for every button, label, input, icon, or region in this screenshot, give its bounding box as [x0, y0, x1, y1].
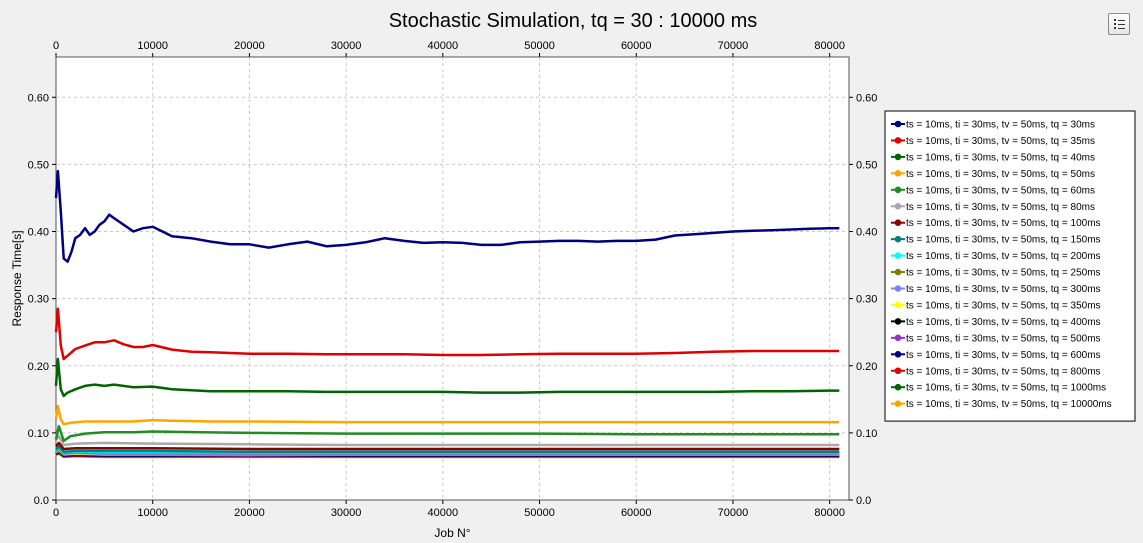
- x-top-tick-label: 20000: [234, 40, 265, 52]
- legend-entry: ts = 10ms, ti = 30ms, tv = 50ms, tq = 20…: [906, 251, 1101, 262]
- legend-swatch-marker: [894, 285, 902, 292]
- legend-entry: ts = 10ms, ti = 30ms, tv = 50ms, tq = 40…: [906, 317, 1101, 328]
- legend-entry: ts = 10ms, ti = 30ms, tv = 50ms, tq = 15…: [906, 235, 1101, 246]
- legend-entry: ts = 10ms, ti = 30ms, tv = 50ms, tq = 60…: [906, 350, 1101, 361]
- legend-swatch-marker: [894, 219, 902, 226]
- x-top-tick-label: 0: [53, 40, 59, 52]
- series-line: [54, 169, 840, 263]
- legend-entry: ts = 10ms, ti = 30ms, tv = 50ms, tq = 10…: [906, 383, 1106, 394]
- legend-swatch-marker: [894, 367, 902, 375]
- y-right-tick-label: 0.40: [856, 227, 877, 239]
- x-tick-label: 0: [53, 507, 59, 519]
- x-axis-label: Job N°: [434, 526, 470, 540]
- x-top-tick-label: 50000: [524, 40, 555, 52]
- legend-swatch-marker: [894, 383, 902, 391]
- legend-entry: ts = 10ms, ti = 30ms, tv = 50ms, tq = 80…: [906, 202, 1095, 213]
- series-line: [55, 434, 840, 447]
- legend-swatch-marker: [894, 268, 902, 276]
- legend-box: [884, 110, 1136, 422]
- series-line: [55, 445, 840, 453]
- x-top-tick-label: 80000: [814, 40, 845, 52]
- series-line: [54, 424, 840, 443]
- y-tick-label: 0.50: [28, 159, 49, 171]
- legend-entry: ts = 10ms, ti = 30ms, tv = 50ms, tq = 30…: [906, 284, 1101, 295]
- y-tick-label: 0.60: [28, 92, 49, 104]
- series-line: [55, 441, 840, 451]
- legend-swatch-marker: [894, 351, 902, 358]
- x-top-tick-label: 10000: [137, 40, 168, 52]
- grid: [56, 57, 849, 500]
- chart-title: Stochastic Simulation, tq = 30 : 10000 m…: [389, 10, 758, 32]
- y-right-tick-label: 0.0: [856, 495, 871, 507]
- x-top-tick-label: 60000: [621, 40, 652, 52]
- legend-swatch-marker: [894, 400, 902, 407]
- legend-swatch-marker: [894, 170, 902, 177]
- legend-swatch-marker: [894, 334, 902, 342]
- series-line: [54, 307, 840, 361]
- y-right-tick-label: 0.60: [856, 92, 877, 104]
- y-right-tick-label: 0.20: [856, 361, 877, 373]
- legend-entry: ts = 10ms, ti = 30ms, tv = 50ms, tq = 60…: [906, 185, 1095, 196]
- legend-entry: ts = 10ms, ti = 30ms, tv = 50ms, tq = 35…: [906, 300, 1101, 311]
- legend-entry: ts = 10ms, ti = 30ms, tv = 50ms, tq = 10…: [906, 218, 1101, 229]
- legend-swatch-marker: [894, 137, 902, 144]
- x-top-tick-label: 70000: [718, 40, 749, 52]
- legend-entry: ts = 10ms, ti = 30ms, tv = 50ms, tq = 35…: [906, 136, 1095, 147]
- y-right-tick-label: 0.10: [856, 428, 877, 440]
- y-right-tick-label: 0.30: [856, 294, 877, 306]
- x-tick-label: 30000: [331, 507, 362, 519]
- legend-swatch-marker: [894, 202, 902, 210]
- plot-area: [55, 56, 850, 501]
- legend-swatch-marker: [894, 301, 902, 309]
- y-tick-label: 0.30: [28, 294, 49, 306]
- x-tick-label: 70000: [718, 507, 749, 519]
- legend-entry: ts = 10ms, ti = 30ms, tv = 50ms, tq = 10…: [906, 399, 1112, 410]
- x-tick-label: 60000: [621, 507, 652, 519]
- legend-entry: ts = 10ms, ti = 30ms, tv = 50ms, tq = 40…: [906, 152, 1095, 163]
- y-tick-label: 0.0: [34, 495, 49, 507]
- x-tick-label: 10000: [137, 507, 168, 519]
- legend-entry: ts = 10ms, ti = 30ms, tv = 50ms, tq = 30…: [906, 120, 1095, 131]
- x-tick-label: 80000: [814, 507, 845, 519]
- legend-entry: ts = 10ms, ti = 30ms, tv = 50ms, tq = 50…: [906, 169, 1095, 180]
- legend-entry: ts = 10ms, ti = 30ms, tv = 50ms, tq = 80…: [906, 366, 1101, 377]
- y-tick-label: 0.20: [28, 361, 49, 373]
- legend-swatch-marker: [894, 153, 902, 161]
- y-right-tick-label: 0.50: [856, 159, 877, 171]
- legend-swatch-marker: [894, 318, 902, 325]
- legend-entry: ts = 10ms, ti = 30ms, tv = 50ms, tq = 50…: [906, 333, 1101, 344]
- series-line: [54, 357, 840, 398]
- legend-entry: ts = 10ms, ti = 30ms, tv = 50ms, tq = 25…: [906, 268, 1101, 279]
- y-tick-label: 0.10: [28, 428, 49, 440]
- x-tick-label: 50000: [524, 507, 555, 519]
- legend-swatch-marker: [894, 120, 902, 128]
- x-top-tick-label: 30000: [331, 40, 362, 52]
- axes: 0 0 10000 10000 20000 20000 30000 30000 40000 400…: [28, 40, 878, 519]
- series-line: [54, 404, 840, 426]
- list-menu-icon[interactable]: [1108, 13, 1130, 35]
- legend: ts = 10ms, ti = 30ms, tv = 50ms, tq = 30…: [884, 110, 1136, 422]
- legend-swatch-marker: [894, 252, 902, 259]
- series-lines: [54, 169, 840, 459]
- x-tick-label: 40000: [428, 507, 459, 519]
- legend-swatch-marker: [894, 186, 902, 194]
- y-axis-label: Response Time[s]: [10, 230, 24, 326]
- legend-swatch-marker: [894, 235, 902, 243]
- x-top-tick-label: 40000: [428, 40, 459, 52]
- x-tick-label: 20000: [234, 507, 265, 519]
- y-tick-label: 0.40: [28, 227, 49, 239]
